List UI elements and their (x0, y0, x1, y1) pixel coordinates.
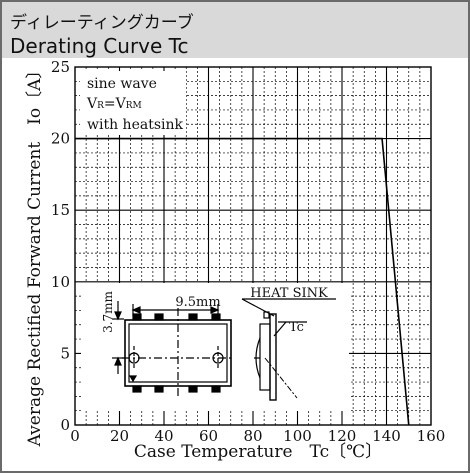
y-tick-label: 20 (51, 130, 70, 148)
x-tick-label: 140 (372, 427, 401, 445)
annotation-rm-subscript: RM (126, 101, 142, 111)
y-tick-label: 25 (51, 58, 70, 76)
x-tick-label: 80 (243, 427, 262, 445)
x-tick-label: 60 (199, 427, 218, 445)
y-axis-label: Average Rectified Forward Current Io〔A〕 (25, 62, 45, 448)
derating-series (75, 137, 410, 426)
x-tick-label: 120 (328, 427, 357, 445)
annotation-line-2: VR=VRM (86, 96, 142, 112)
annotation-r-subscript: R (97, 101, 104, 111)
x-tick-label: 160 (417, 427, 446, 445)
figure-header: ディレーティングカーブ Derating Curve Tc (2, 2, 468, 58)
y-tick-label: 0 (60, 416, 70, 434)
x-tick-label: 20 (110, 427, 129, 445)
x-tick-label: 0 (70, 427, 80, 445)
x-tick-label: 40 (154, 427, 173, 445)
package-diagram (112, 298, 336, 401)
condition-box (80, 71, 186, 135)
heat-sink-label: HEAT SINK (250, 286, 328, 301)
chart-axes (74, 66, 432, 426)
title-japanese: ディレーティングカーブ (10, 13, 194, 33)
dimension-height-label: 3.7mm (101, 290, 115, 332)
x-tick-label: 100 (283, 427, 312, 445)
annotation-line-1: sine wave (87, 76, 157, 92)
derating-curve-line (75, 137, 410, 426)
annotation-equals-v: =V (104, 96, 127, 112)
derating-chart: 0 20 40 60 80 100 120 140 160 0 5 10 15 20 25 sine wav… (25, 58, 445, 462)
dimension-width-label: 9.5mm (175, 295, 220, 310)
annotation-line-3: with heatsink (87, 117, 184, 133)
x-axis-label: Case Temperature Tc〔℃〕 (134, 442, 382, 462)
y-tick-label: 15 (51, 201, 70, 219)
case-temp-point-label: Tc (289, 320, 304, 335)
title-english: Derating Curve Tc (10, 34, 189, 58)
y-tick-label: 5 (60, 344, 70, 362)
plot-border (74, 66, 432, 426)
annotation-v-symbol: V (86, 96, 98, 112)
y-tick-label: 10 (51, 273, 70, 291)
tick-labels: 0 20 40 60 80 100 120 140 160 0 5 10 15 20 25 (51, 58, 445, 445)
